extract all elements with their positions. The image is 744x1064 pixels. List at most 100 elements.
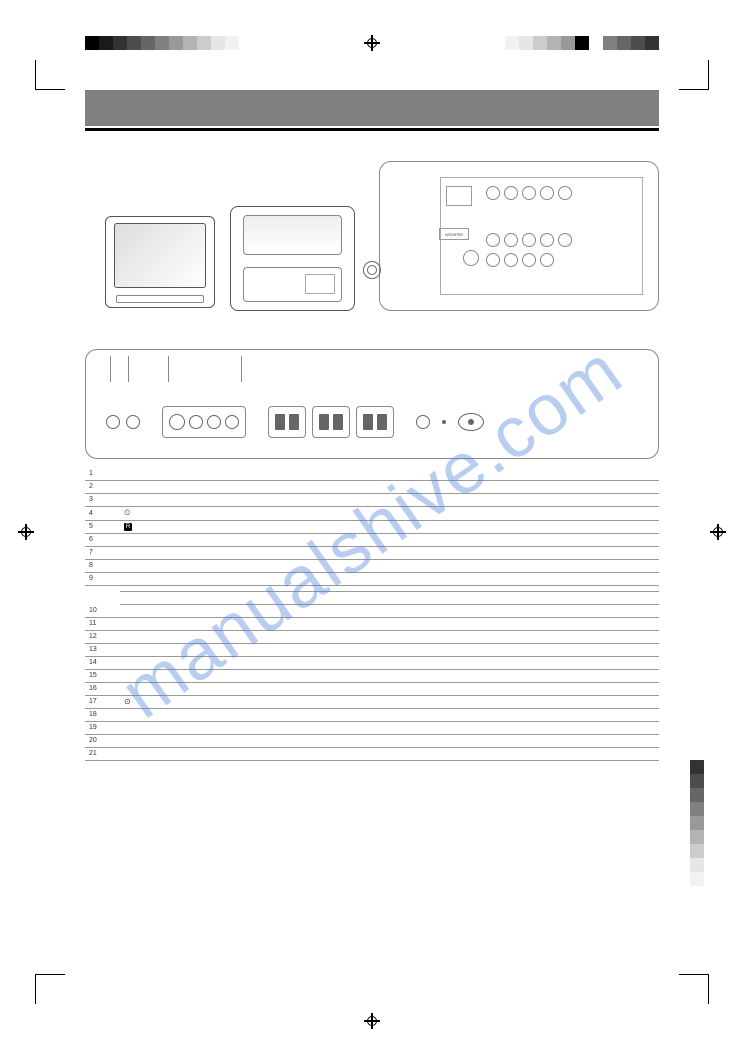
table-cell — [120, 656, 265, 669]
table-cell — [120, 721, 265, 734]
av-input-box — [162, 406, 246, 438]
table-cell — [120, 546, 265, 559]
table-row: 8 — [85, 559, 659, 572]
crop-mark-tr — [679, 60, 709, 90]
table-cell: 3 — [85, 493, 120, 506]
table-row: 2 — [85, 480, 659, 493]
table-cell — [120, 630, 265, 643]
table-cell — [120, 493, 265, 506]
table-cell — [120, 708, 265, 721]
table-cell — [265, 656, 659, 669]
table-cell: 21 — [85, 747, 120, 760]
table-row: 6 — [85, 533, 659, 546]
table-row: 19 — [85, 721, 659, 734]
table-cell — [120, 734, 265, 747]
table-row: 13 — [85, 643, 659, 656]
table-cell — [265, 520, 659, 533]
table-cell — [265, 682, 659, 695]
table-cell — [265, 721, 659, 734]
table-cell — [120, 467, 265, 480]
crop-mark-tl — [35, 60, 65, 90]
table-row: 18 — [85, 708, 659, 721]
table-cell: 2 — [85, 480, 120, 493]
tv-rear-diagram — [230, 206, 355, 311]
table-cell — [265, 695, 659, 708]
registration-mark-bottom — [364, 1013, 380, 1029]
table-cell: 9 — [85, 572, 120, 585]
table-cell — [265, 708, 659, 721]
table-cell — [265, 572, 659, 585]
table-cell — [265, 604, 659, 617]
table-cell — [120, 559, 265, 572]
table-row: 7 — [85, 546, 659, 559]
table-row: 11 — [85, 617, 659, 630]
table-cell — [265, 480, 659, 493]
channel-button-box — [356, 406, 394, 438]
table-row: 20 — [85, 734, 659, 747]
table-row: 15 — [85, 669, 659, 682]
table-row: 4⏲ — [85, 506, 659, 520]
table-cell — [120, 669, 265, 682]
woofer-label: WOOFER — [439, 228, 469, 240]
table-row: 1 — [85, 467, 659, 480]
table-cell: 5 — [85, 520, 120, 533]
table-cell: 17 — [85, 695, 120, 708]
table-row: 21 — [85, 747, 659, 760]
registration-mark-right — [710, 524, 726, 540]
table-cell: 11 — [85, 617, 120, 630]
table-row: 17⊙ — [85, 695, 659, 708]
standby-button-icon — [416, 415, 430, 429]
table-cell: 1 — [85, 467, 120, 480]
crop-mark-bl — [35, 974, 65, 1004]
table-row: 5R — [85, 520, 659, 533]
table-cell — [120, 643, 265, 656]
table-cell — [265, 669, 659, 682]
table-cell: 20 — [85, 734, 120, 747]
table-cell — [120, 480, 265, 493]
table-row: 9 — [85, 572, 659, 585]
page-content: WOOFER — [85, 90, 659, 761]
table-cell: ⊙ — [120, 695, 265, 708]
header-rule — [85, 128, 659, 131]
registration-mark-left — [18, 524, 34, 540]
jack-icon — [126, 415, 140, 429]
table-cell — [120, 747, 265, 760]
ir-sensor-icon — [458, 413, 484, 431]
table-cell — [265, 467, 659, 480]
volume-button-box — [312, 406, 350, 438]
table-cell: 8 — [85, 559, 120, 572]
colorbar-top-left — [85, 36, 253, 50]
table-cell — [120, 682, 265, 695]
table-cell: 18 — [85, 708, 120, 721]
rear-connector-panel: WOOFER — [379, 161, 659, 311]
front-control-panel — [85, 349, 659, 459]
table-cell: 13 — [85, 643, 120, 656]
table-row: 12 — [85, 630, 659, 643]
table-cell: 10 — [85, 604, 120, 617]
colorbar-top-right — [491, 36, 659, 50]
diagram-area: WOOFER — [85, 151, 659, 341]
colorbar-right — [690, 760, 704, 900]
table-cell: 4 — [85, 506, 120, 520]
table-cell — [265, 546, 659, 559]
table-cell — [265, 734, 659, 747]
table-cell: 16 — [85, 682, 120, 695]
table-cell — [120, 572, 265, 585]
headphone-jack-icon — [106, 415, 120, 429]
table-cell: ⏲ — [120, 506, 265, 520]
table-cell — [265, 747, 659, 760]
table-cell — [120, 617, 265, 630]
menu-button-box — [268, 406, 306, 438]
table-cell — [265, 617, 659, 630]
table-cell: 6 — [85, 533, 120, 546]
table-cell: 15 — [85, 669, 120, 682]
table-cell: 12 — [85, 630, 120, 643]
table-cell: R — [120, 520, 265, 533]
table-row: 16 — [85, 682, 659, 695]
table-row: 14 — [85, 656, 659, 669]
led-icon — [442, 420, 446, 424]
table-cell — [265, 506, 659, 520]
table-cell — [265, 493, 659, 506]
table-cell — [265, 643, 659, 656]
antenna-jack-icon — [363, 261, 381, 279]
